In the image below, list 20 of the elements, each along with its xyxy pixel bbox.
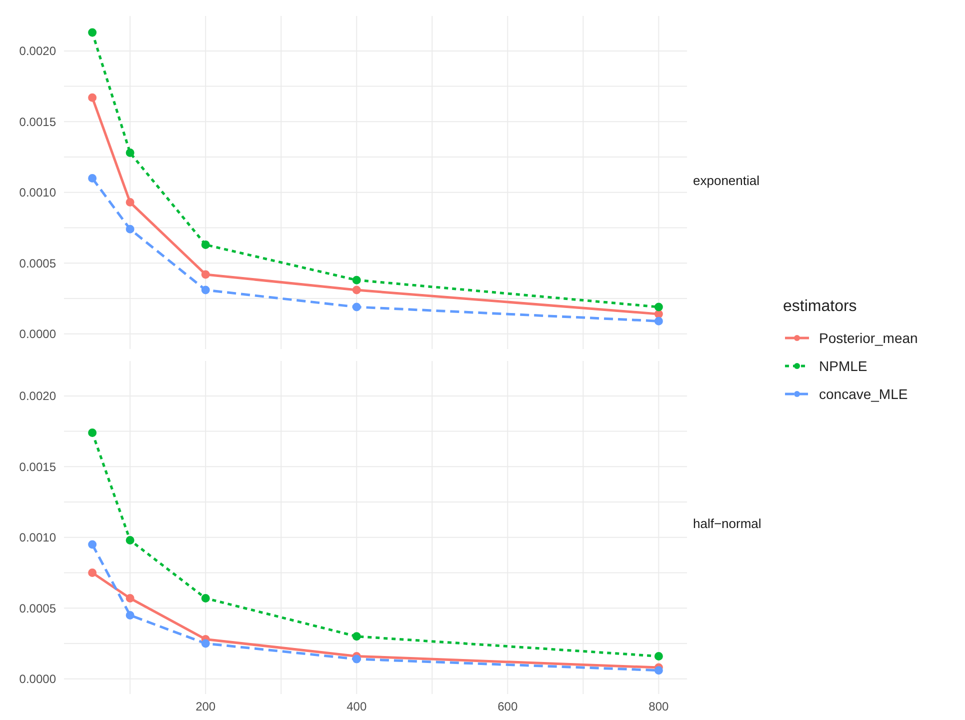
y-tick-label: 0.0010 (19, 530, 56, 545)
y-tick-label: 0.0000 (19, 327, 56, 342)
y-tick-label: 0.0015 (19, 460, 56, 474)
x-tick-label: 800 (648, 700, 670, 714)
legend-label: NPMLE (819, 358, 868, 374)
y-tick-label: 0.0005 (19, 256, 56, 270)
y-tick-label: 0.0000 (19, 672, 56, 686)
x-tick-label: 200 (196, 700, 216, 714)
legend-title: estimators (783, 298, 858, 316)
legend-label: concave_MLE (819, 386, 908, 402)
y-tick-label: 0.0015 (19, 114, 56, 129)
text: exponential (693, 172, 760, 188)
y-tick-label: 0.0020 (19, 44, 56, 58)
legend-label: Posterior_mean (819, 330, 918, 346)
y-tick-label: 0.0020 (19, 389, 56, 404)
x-tick-label: 600 (498, 700, 518, 714)
text: half−normal (693, 516, 762, 530)
x-tick-label: 400 (346, 700, 367, 714)
y-tick-label: 0.0010 (19, 186, 56, 200)
y-tick-label: 0.0005 (19, 601, 56, 616)
